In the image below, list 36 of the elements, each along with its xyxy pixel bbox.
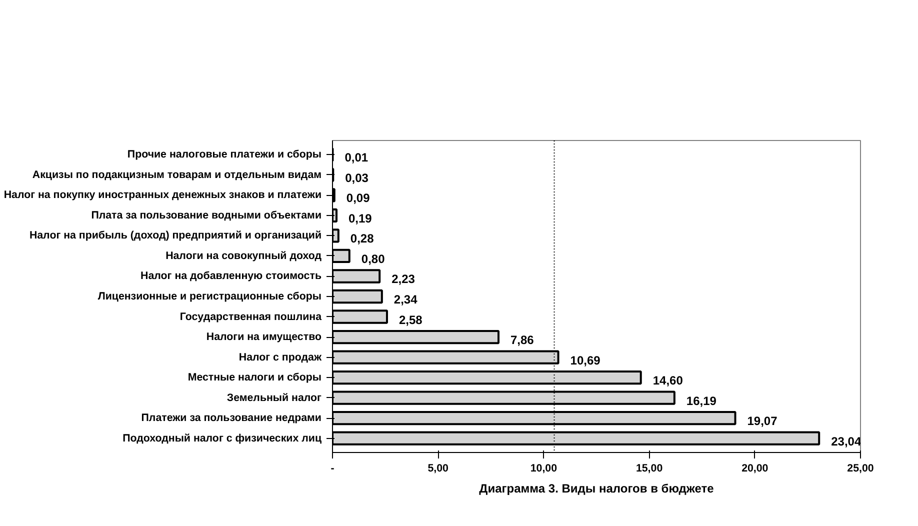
x-tick-label: 15,00 [636,462,663,474]
y-tick-label: Подоходный налог с физических лиц [122,432,322,444]
data-label: 0,28 [350,232,374,246]
y-tick-label: Налоги на имущество [206,331,322,344]
data-label: 0,19 [348,211,372,226]
x-tick-label: 20,00 [742,462,768,474]
data-label: 10,69 [570,353,601,368]
y-tick-label: Местные налоги и сборы [188,372,322,384]
data-label: 19,07 [747,414,778,428]
y-tick-label: Лицензионные и регистрационные сборы [98,290,322,302]
y-tick-label: Плата за пользование водными объектами [91,209,322,222]
y-tick-label: Платежи за пользование недрами [141,412,322,424]
data-label: 0,09 [346,191,370,206]
data-label: 16,19 [686,394,717,408]
x-tick-label: - [330,462,335,474]
data-label: 2,58 [398,312,423,327]
y-tick-label: Прочие налоговые платежи и сборы [127,148,322,161]
data-label: 0,03 [345,170,369,185]
y-tick-label: Налог с продаж [238,351,322,364]
data-label: 14,60 [652,374,684,388]
y-tick-label: Государственная пошлина [180,310,322,323]
y-tick-label: Налог на покупку иностранных денежных знаков и платежи [4,189,322,202]
y-tick-label: Акцизы по подакцизным товарам и отдельным видам [32,168,322,181]
y-tick-label: Налог на добавленную стоимость [140,270,322,282]
data-label: 2,23 [392,272,416,286]
x-tick-label: 10,00 [530,462,558,474]
data-label: 0,01 [344,150,368,165]
y-tick-label: Земельный налог [226,392,322,404]
x-tick-label: 25,00 [847,462,874,474]
data-label: 0,80 [361,252,386,266]
y-tick-label: Налоги на совокупный доход [166,250,322,262]
data-label: 7,86 [510,333,534,348]
text: Диаграмма 3. Виды налогов в бюджете [479,482,714,496]
y-tick-label: Налог на прибыль (доход) предприятий и организаций [29,230,322,242]
x-tick-label: 5,00 [428,462,449,474]
data-label: 2,34 [394,292,418,306]
